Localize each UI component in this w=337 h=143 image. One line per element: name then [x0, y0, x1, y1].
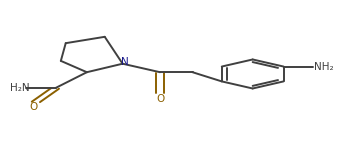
Text: NH₂: NH₂ — [314, 61, 334, 72]
Text: H₂N: H₂N — [10, 83, 30, 93]
Text: N: N — [121, 57, 129, 67]
Text: O: O — [156, 94, 164, 104]
Text: O: O — [29, 102, 37, 112]
